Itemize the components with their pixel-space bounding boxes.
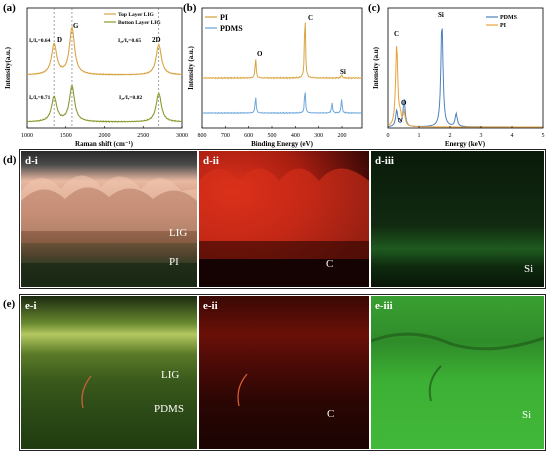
x-tick-label: 1500 xyxy=(60,133,72,139)
d-i-label: d-i xyxy=(25,155,38,167)
x-tick-label: 1000 xyxy=(21,133,33,139)
xps-legend-pi: PI xyxy=(220,13,228,22)
raman-bottom-2dg-ratio: I₂ₑ/Iₑ=0.82 xyxy=(119,95,142,101)
x-tick-label: 2 xyxy=(449,133,452,139)
d-i-sem-image: d-i LIG PI xyxy=(21,151,197,287)
eds-legend-pi: PI xyxy=(500,23,507,29)
panel-b-letter: (b) xyxy=(183,2,197,14)
eds-legend-pdms: PDMS xyxy=(500,15,518,21)
d-iii-tag-si: Si xyxy=(524,263,534,275)
eds-series-pi xyxy=(387,45,543,128)
e-iii-silicon-map: e-iii Si xyxy=(371,296,544,449)
eds-xlabel: Energy (keV) xyxy=(445,140,486,148)
e-i-sem-image: e-i LIG PDMS xyxy=(21,296,197,449)
eds-n-label: N xyxy=(398,118,403,124)
raman-legend-top: Top Layer LIG xyxy=(118,12,154,18)
eds-c-label: C xyxy=(394,30,399,38)
xps-ylabel: Intensity (a.u.) xyxy=(187,45,195,89)
d-ii-label: d-ii xyxy=(203,155,219,167)
eds-si-label: Si xyxy=(438,11,444,19)
raman-peak-g-label: G xyxy=(73,22,79,30)
xps-si-label: Si xyxy=(340,68,346,76)
raman-ylabel: Intensity(a.u.) xyxy=(4,46,12,89)
raman-legend-bottom: Botton Layer LIG xyxy=(118,20,161,26)
xps-o-label: O xyxy=(257,50,263,58)
panel-c-letter: (c) xyxy=(368,2,381,14)
xps-legend-pdms: PDMS xyxy=(220,24,243,33)
x-tick-label: 0 xyxy=(387,133,390,139)
eds-o-label: O xyxy=(401,99,407,107)
x-tick-label: 2500 xyxy=(137,133,149,139)
e-ii-carbon-map: e-ii C xyxy=(199,296,369,449)
e-i-label: e-i xyxy=(25,300,37,312)
x-tick-label: 600 xyxy=(244,133,253,139)
raman-series-bottom-layer xyxy=(26,84,183,123)
e-i-tag-pdms: PDMS xyxy=(154,403,184,415)
d-iii-label: d-iii xyxy=(375,155,394,167)
raman-series-top-layer xyxy=(26,25,183,76)
x-tick-label: 3000 xyxy=(176,133,188,139)
xps-c-label: C xyxy=(308,14,313,22)
x-tick-label: 700 xyxy=(221,133,230,139)
panel-d-letter: (d) xyxy=(3,154,17,166)
x-tick-label: 200 xyxy=(338,133,347,139)
xps-xlabel: Binding Energy (eV) xyxy=(251,140,314,148)
e-ii-label: e-ii xyxy=(203,300,218,312)
x-tick-label: 3 xyxy=(480,133,483,139)
panel-d-frame xyxy=(19,149,546,289)
e-i-tag-lig: LIG xyxy=(161,369,180,381)
panel-e-frame xyxy=(19,294,546,451)
x-tick-label: 400 xyxy=(291,133,300,139)
e-ii-tag-c: C xyxy=(327,408,335,420)
raman-peak-d-label: D xyxy=(57,36,62,44)
xps-series-pi xyxy=(201,22,363,80)
x-tick-label: 2000 xyxy=(99,133,111,139)
d-i-tag-lig: LIG xyxy=(169,227,188,239)
e-iii-label: e-iii xyxy=(375,300,393,312)
d-ii-carbon-map: d-ii C xyxy=(199,151,369,287)
xps-series-pdms xyxy=(201,92,363,115)
raman-xlabel: Raman shift (cm⁻¹) xyxy=(75,140,134,148)
xps-chart: O C Si PI PDMS 800 700 600 500 400 300 200 Bin… xyxy=(187,7,363,148)
d-iii-silicon-map: d-iii Si xyxy=(371,151,544,287)
x-tick-label: 1 xyxy=(418,133,421,139)
x-tick-label: 4 xyxy=(511,133,514,139)
e-iii-tag-si: Si xyxy=(522,409,532,421)
eds-series-pdms xyxy=(388,28,543,128)
raman-top-dg-ratio: Iₑ/Iₑ=0.64 xyxy=(29,38,51,44)
eds-ylabel: Intensity (a.u) xyxy=(372,46,380,89)
d-i-tag-pi: PI xyxy=(169,256,179,268)
raman-chart: D G 2D Iₑ/Iₑ=0.64 I₂ₑ/Iₑ=0.65 Iₑ/Iₑ=0.71… xyxy=(4,7,188,148)
raman-peak-2d-label: 2D xyxy=(152,36,161,44)
panel-e-letter: (e) xyxy=(3,298,16,310)
x-tick-label: 500 xyxy=(268,133,277,139)
eds-chart: C N O Si PDMS PI 0 1 2 3 4 5 Energy (keV) Int… xyxy=(372,7,545,148)
x-tick-label: 800 xyxy=(198,133,207,139)
raman-top-2dg-ratio: I₂ₑ/Iₑ=0.65 xyxy=(118,38,141,44)
d-ii-tag-c: C xyxy=(326,258,334,270)
x-tick-label: 5 xyxy=(542,133,545,139)
raman-bottom-dg-ratio: Iₑ/Iₑ=0.71 xyxy=(29,95,51,101)
panel-a-letter: (a) xyxy=(3,2,16,14)
x-tick-label: 300 xyxy=(314,133,323,139)
